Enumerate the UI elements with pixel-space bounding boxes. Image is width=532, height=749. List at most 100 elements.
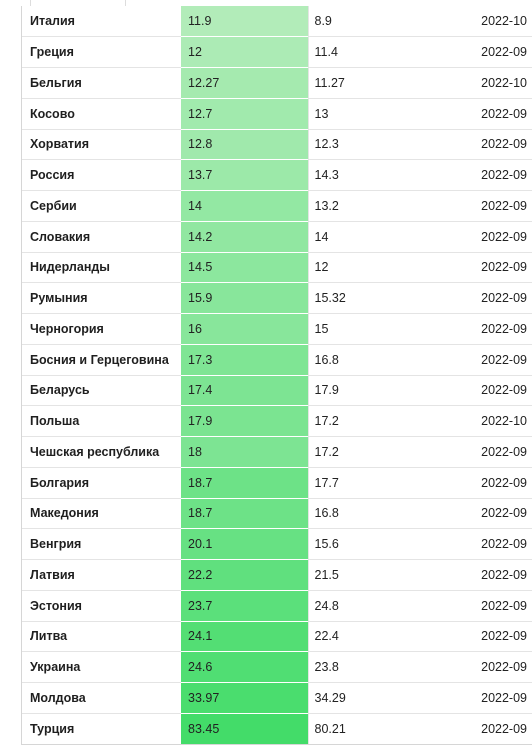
country-cell: Румыния	[22, 282, 181, 314]
date-cell: 2022-09	[453, 282, 532, 314]
country-cell: Нидерланды	[22, 251, 181, 283]
previous-value-cell: 12	[307, 251, 453, 283]
date-cell: 2022-09	[453, 251, 532, 283]
previous-value-cell: 17.2	[307, 405, 453, 437]
table-row[interactable]: Литва 24.1 22.4 2022-09	[22, 620, 532, 652]
inflation-table: Италия 11.9 8.9 2022-10 Греция 12 11.4 2022-09 Б…	[22, 6, 532, 744]
previous-value-cell: 34.29	[307, 682, 453, 714]
table-row[interactable]: Греция 12 11.4 2022-09	[22, 36, 532, 68]
value-cell: 12.8	[181, 128, 308, 160]
table-row[interactable]: Польша 17.9 17.2 2022-10	[22, 405, 532, 437]
value-cell: 12	[181, 36, 308, 68]
previous-value-cell: 16.8	[307, 343, 453, 375]
date-cell: 2022-09	[453, 651, 532, 683]
previous-value-cell: 8.9	[307, 6, 453, 37]
date-cell: 2022-10	[481, 14, 527, 29]
table-row[interactable]: Чешская республика 18 17.2 2022-09	[22, 436, 532, 468]
date-cell: 2022-09	[453, 374, 532, 406]
value-cell: 17.4	[181, 374, 308, 406]
value-cell: 11.9	[181, 6, 308, 37]
table-row[interactable]: Украина 24.6 23.8 2022-09	[22, 651, 532, 683]
country-cell: Босния и Герцеговина	[22, 343, 181, 375]
previous-value-cell: 15.32	[307, 282, 453, 314]
previous-value-cell: 13	[307, 97, 453, 129]
country-cell: Латвия	[22, 559, 181, 591]
previous-value-cell: 17.9	[307, 374, 453, 406]
value-cell: 23.7	[181, 589, 308, 621]
country-cell: Черногория	[22, 313, 181, 345]
date-cell: 2022-09	[453, 128, 532, 160]
value-cell: 33.97	[181, 682, 308, 714]
value-cell: 14.5	[181, 251, 308, 283]
country-cell: Венгрия	[22, 528, 181, 560]
table-row[interactable]: Эстония 23.7 24.8 2022-09	[22, 589, 532, 621]
country-cell: Греция	[22, 36, 181, 68]
date-cell: 2022-09	[453, 559, 532, 591]
country-cell: Хорватия	[22, 128, 181, 160]
table-row[interactable]: Болгария 18.7 17.7 2022-09	[22, 466, 532, 498]
previous-value-cell: 11.4	[307, 36, 453, 68]
table-row[interactable]: Румыния 15.9 15.32 2022-09	[22, 282, 532, 314]
previous-value-cell: 80.21	[307, 712, 453, 744]
value-cell: 18.7	[181, 466, 308, 498]
date-cell: 2022-09	[453, 36, 532, 68]
previous-value-cell: 15.6	[307, 528, 453, 560]
previous-value-cell: 21.5	[307, 559, 453, 591]
country-cell: Бельгия	[22, 67, 181, 99]
value-cell: 15.9	[181, 282, 308, 314]
previous-value-cell: 11.27	[307, 67, 453, 99]
previous-value-cell: 13.2	[307, 190, 453, 222]
table-row[interactable]: Турция 83.45 80.21 2022-09	[22, 712, 532, 744]
table-row[interactable]: Россия 13.7 14.3 2022-09	[22, 159, 532, 191]
value-cell: 12.7	[181, 97, 308, 129]
table-row[interactable]: Италия 11.9 8.9 2022-10	[22, 6, 532, 37]
previous-value-cell: 23.8	[307, 651, 453, 683]
previous-value-cell: 22.4	[307, 620, 453, 652]
date-cell: 2022-09	[453, 97, 532, 129]
top-tab-strip	[0, 0, 532, 6]
value-cell: 83.45	[181, 712, 308, 744]
value-cell: 22.2	[181, 559, 308, 591]
country-cell: Беларусь	[22, 374, 181, 406]
active-tab-edge[interactable]	[30, 0, 126, 6]
value-cell: 13.7	[181, 159, 308, 191]
value-cell: 18	[181, 436, 308, 468]
country-cell: Украина	[22, 651, 181, 683]
table-row[interactable]: Бельгия 12.27 11.27 2022-10	[22, 67, 532, 99]
table-row[interactable]: Хорватия 12.8 12.3 2022-09	[22, 128, 532, 160]
previous-value-cell: 17.7	[307, 466, 453, 498]
date-cell: 2022-09	[453, 343, 532, 375]
previous-value-cell: 14	[307, 220, 453, 252]
previous-value-cell: 24.8	[307, 589, 453, 621]
date-cell: 2022-09	[453, 313, 532, 345]
previous-value-cell: 16.8	[307, 497, 453, 529]
date-cell: 2022-09	[453, 589, 532, 621]
value-cell: 18.7	[181, 497, 308, 529]
table-row[interactable]: Молдова 33.97 34.29 2022-09	[22, 682, 532, 714]
value-cell: 17.9	[181, 405, 308, 437]
country-cell: Македония	[22, 497, 181, 529]
table-row[interactable]: Беларусь 17.4 17.9 2022-09	[22, 374, 532, 406]
value-cell: 16	[181, 313, 308, 345]
value-cell: 14	[181, 190, 308, 222]
country-cell: Турция	[22, 712, 181, 744]
country-cell: Молдова	[22, 682, 181, 714]
table-row[interactable]: Косово 12.7 13 2022-09	[22, 97, 532, 129]
table-row[interactable]: Македония 18.7 16.8 2022-09	[22, 497, 532, 529]
date-cell: 2022-09	[453, 497, 532, 529]
country-cell: Болгария	[22, 466, 181, 498]
table-row[interactable]: Словакия 14.2 14 2022-09	[22, 220, 532, 252]
table-row[interactable]: Сербии 14 13.2 2022-09	[22, 190, 532, 222]
country-cell: Сербии	[22, 190, 181, 222]
table-row[interactable]: Черногория 16 15 2022-09	[22, 313, 532, 345]
table-row[interactable]: Босния и Герцеговина 17.3 16.8 2022-09	[22, 343, 532, 375]
table-row[interactable]: Нидерланды 14.5 12 2022-09	[22, 251, 532, 283]
value-cell: 20.1	[181, 528, 308, 560]
table-row[interactable]: Латвия 22.2 21.5 2022-09	[22, 559, 532, 591]
country-cell: Литва	[22, 620, 181, 652]
country-cell: Италия	[30, 14, 75, 29]
table-row[interactable]: Венгрия 20.1 15.6 2022-09	[22, 528, 532, 560]
previous-value-cell: 17.2	[307, 436, 453, 468]
value-cell: 24.1	[181, 620, 308, 652]
country-cell: Россия	[22, 159, 181, 191]
